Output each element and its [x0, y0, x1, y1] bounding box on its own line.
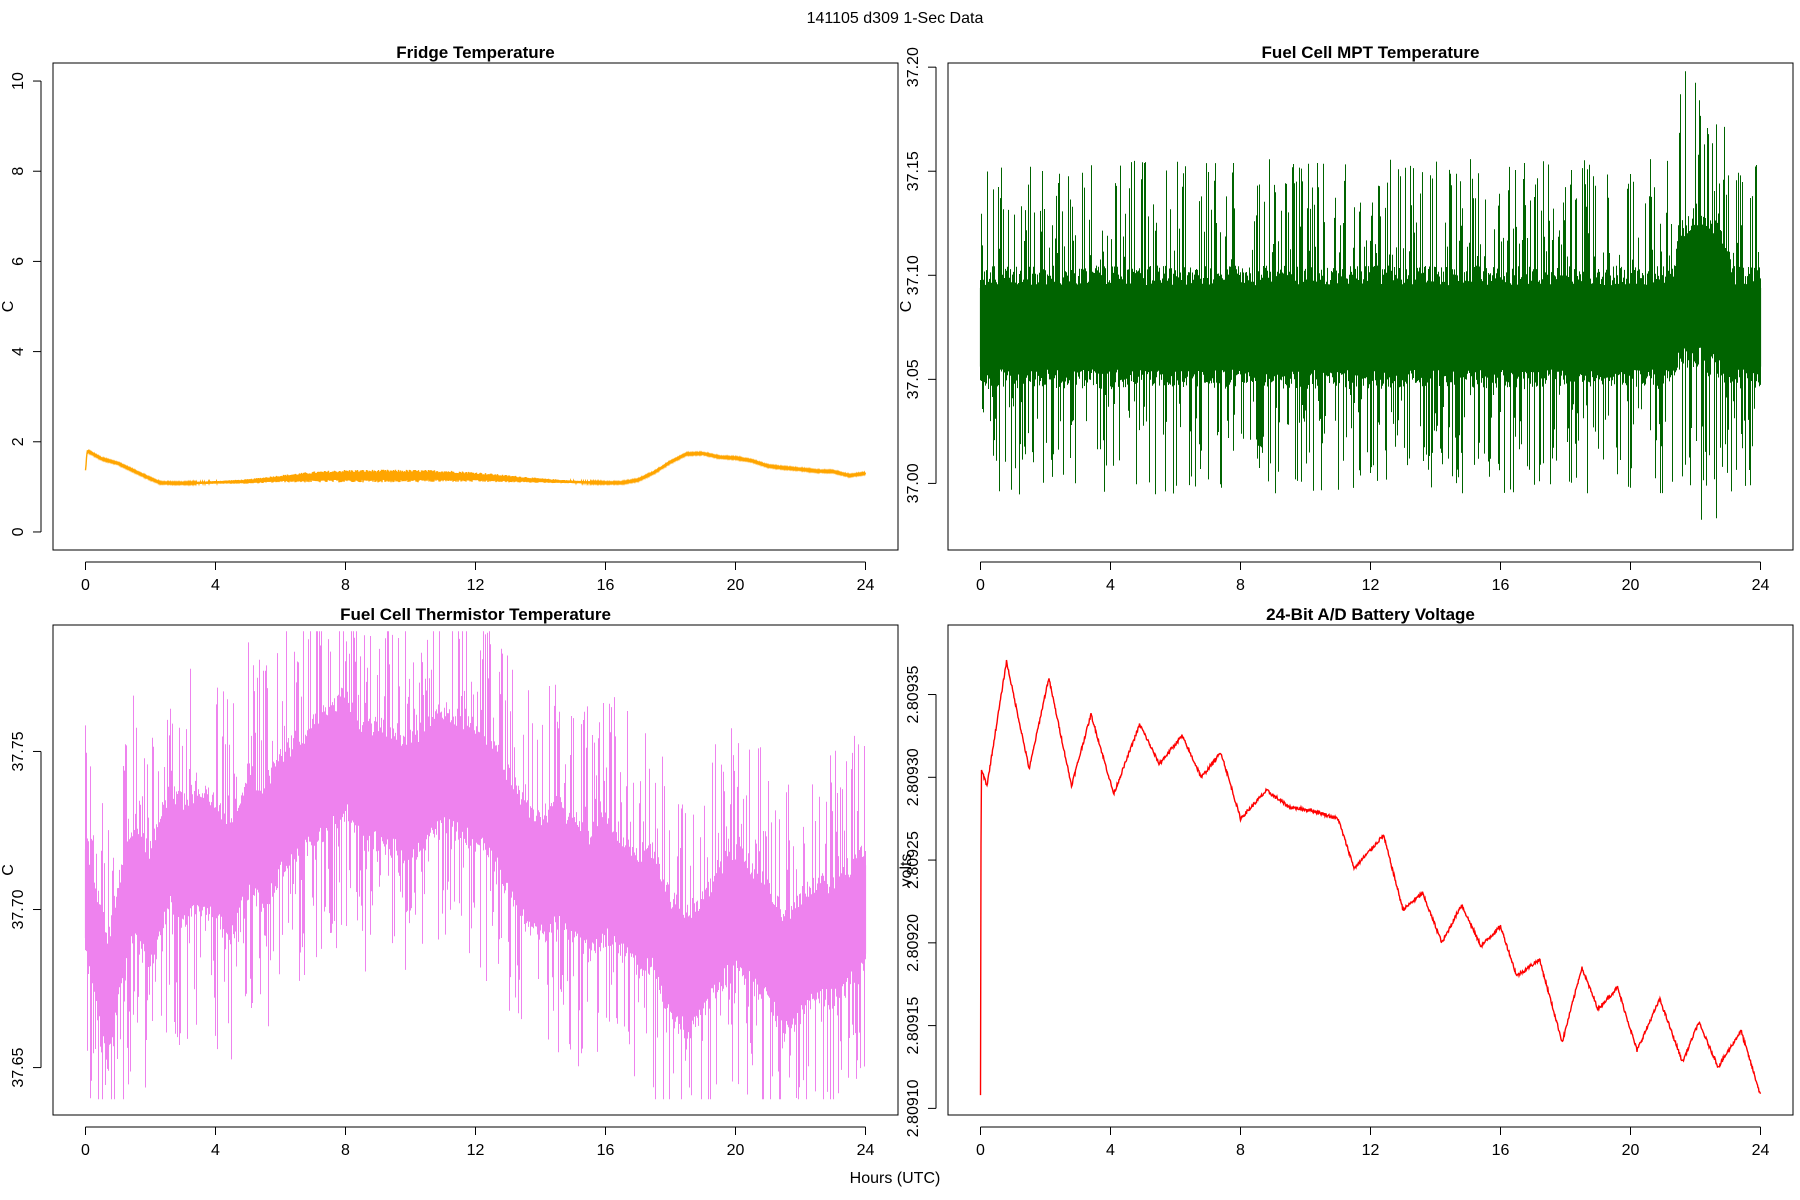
x-tick-label: 16 — [597, 1142, 615, 1159]
y-tick-label: 10 — [10, 72, 27, 90]
figure-suptitle: 141105 d309 1-Sec Data — [807, 10, 984, 27]
x-tick-label: 20 — [1622, 1142, 1640, 1159]
plot-frame — [52, 624, 899, 1116]
x-tick-label: 12 — [467, 577, 485, 594]
x-tick-label: 20 — [1622, 577, 1640, 594]
x-tick-label: 12 — [467, 1142, 485, 1159]
chart-title: Fuel Cell MPT Temperature — [1262, 43, 1480, 62]
chart-title: 24-Bit A/D Battery Voltage — [1266, 605, 1475, 624]
y-axis-label: C — [0, 864, 17, 876]
chart-panel-2: Fuel Cell MPT Temperature C 0 4 8 12 16 20 24 37.… — [898, 43, 1794, 594]
x-tick-label: 4 — [1106, 1142, 1115, 1159]
x-tick-label: 16 — [1492, 577, 1510, 594]
y-tick-label: 37.05 — [905, 359, 922, 399]
x-tick-label: 8 — [341, 1142, 350, 1159]
chart-title: Fuel Cell Thermistor Temperature — [340, 605, 611, 624]
y-tick-label: 2.80915 — [905, 997, 922, 1055]
y-tick-label: 37.75 — [10, 731, 27, 771]
y-tick-label: 37.00 — [905, 463, 922, 503]
x-tick-label: 4 — [211, 1142, 220, 1159]
chart-panel-4: 24-Bit A/D Battery Voltage volts 0 4 8 12 16 20… — [898, 605, 1794, 1159]
figure-xlabel: Hours (UTC) — [850, 1170, 941, 1187]
y-tick-label: 8 — [10, 167, 27, 176]
chart-title: Fridge Temperature — [396, 43, 554, 62]
plot-frame — [947, 62, 1794, 551]
y-tick-label: 2 — [10, 437, 27, 446]
series-line — [979, 659, 1762, 1096]
x-tick-label: 24 — [1752, 1142, 1770, 1159]
x-tick-label: 4 — [211, 577, 220, 594]
y-axis-label: C — [0, 301, 17, 313]
x-tick-label: 8 — [341, 577, 350, 594]
x-tick-label: 0 — [81, 1142, 90, 1159]
x-tick-label: 4 — [1106, 577, 1115, 594]
y-tick-label: 37.10 — [905, 255, 922, 295]
x-tick-label: 24 — [1752, 577, 1770, 594]
x-tick-label: 16 — [597, 577, 615, 594]
y-tick-label: 2.80920 — [905, 914, 922, 972]
series-line — [84, 631, 867, 1100]
x-tick-label: 8 — [1236, 577, 1245, 594]
y-tick-label: 6 — [10, 257, 27, 266]
series-line — [979, 71, 1762, 520]
x-tick-label: 0 — [976, 577, 985, 594]
y-axis-label: volts — [898, 854, 915, 887]
y-tick-label: 2.80910 — [905, 1079, 922, 1137]
y-tick-label: 37.65 — [10, 1047, 27, 1087]
chart-panel-3: Fuel Cell Thermistor Temperature C 0 4 8 12 16… — [0, 605, 899, 1159]
x-tick-label: 8 — [1236, 1142, 1245, 1159]
x-tick-label: 16 — [1492, 1142, 1510, 1159]
x-tick-label: 12 — [1362, 1142, 1380, 1159]
y-tick-label: 2.80925 — [905, 831, 922, 889]
x-tick-label: 24 — [857, 1142, 875, 1159]
plot-frame — [947, 624, 1794, 1116]
x-tick-label: 0 — [81, 577, 90, 594]
y-tick-label: 0 — [10, 527, 27, 536]
x-tick-label: 20 — [727, 1142, 745, 1159]
x-tick-label: 12 — [1362, 577, 1380, 594]
x-tick-label: 20 — [727, 577, 745, 594]
x-tick-label: 24 — [857, 577, 875, 594]
series-line — [84, 448, 867, 487]
y-tick-label: 37.15 — [905, 151, 922, 191]
y-tick-label: 2.80930 — [905, 748, 922, 806]
y-tick-label: 4 — [10, 347, 27, 356]
y-tick-label: 2.80935 — [905, 666, 922, 724]
y-tick-label: 37.20 — [905, 47, 922, 87]
y-tick-label: 37.70 — [10, 889, 27, 929]
x-tick-label: 0 — [976, 1142, 985, 1159]
plot-frame — [52, 62, 899, 551]
y-axis-label: C — [898, 301, 915, 313]
